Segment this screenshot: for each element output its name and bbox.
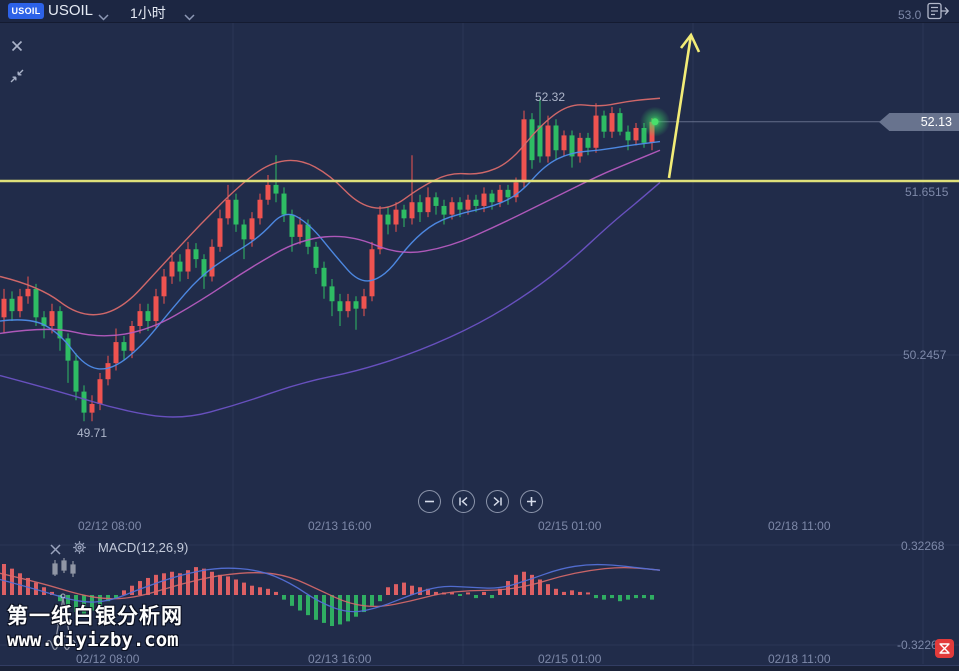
timeframe-chevron-down-icon[interactable]: [184, 8, 195, 26]
scroll-to-start-button[interactable]: [452, 490, 475, 513]
bottom-time-tick-3: 02/15 01:00: [538, 652, 602, 666]
macd-indicator-title[interactable]: MACD(12,26,9): [98, 540, 189, 555]
time-tick-3: 02/15 01:00: [538, 519, 602, 533]
bottom-time-tick-2: 02/13 16:00: [308, 652, 372, 666]
macd-upper-tick: 0.32268: [901, 539, 945, 553]
level-price-label: 51.6515: [905, 185, 949, 199]
price-tick-mid: 50.2457: [903, 348, 947, 362]
watermark-site-url: www.diyizby.com: [7, 629, 179, 651]
zoom-out-button[interactable]: [418, 490, 441, 513]
high-price-annotation: 52.32: [535, 90, 566, 104]
macd-lower-tick: -0.32268: [897, 638, 945, 652]
scroll-to-end-button[interactable]: [486, 490, 509, 513]
price-tick-top: 53.0: [898, 8, 922, 22]
macd-settings-gear-icon[interactable]: [72, 540, 87, 560]
bottom-time-tick-1: 02/12 08:00: [76, 652, 140, 666]
watermark-tower-icon: [48, 592, 78, 653]
macd-close-icon[interactable]: [50, 542, 61, 560]
watermark-wave-icon: [44, 634, 78, 655]
timeframe-select[interactable]: 1小时: [130, 5, 166, 21]
bottom-time-tick-4: 02/18 11:00: [768, 652, 831, 666]
symbol-logo-badge: USOIL: [8, 3, 44, 19]
zoom-in-button[interactable]: [520, 490, 543, 513]
current-price-marker: [640, 106, 670, 137]
time-tick-1: 02/12 08:00: [78, 519, 142, 533]
current-price-badge: 52.13: [879, 113, 959, 131]
bottom-border-strip: [0, 665, 959, 671]
symbol-chevron-down-icon[interactable]: [98, 8, 109, 26]
close-chart-icon[interactable]: [11, 39, 23, 57]
macd-lines: [0, 563, 661, 613]
candlestick-series: [1, 98, 655, 422]
time-tick-2: 02/13 16:00: [308, 519, 372, 533]
low-price-annotation: 49.71: [77, 426, 108, 440]
panel-settings-icon[interactable]: [927, 2, 953, 26]
trend-arrow: [667, 32, 701, 179]
time-tick-4: 02/18 11:00: [768, 519, 831, 533]
watermark-chart-icon: [50, 556, 80, 587]
collapse-chart-icon[interactable]: [10, 69, 24, 88]
symbol-name[interactable]: USOIL: [48, 2, 94, 19]
watermark-site-name: 第一纸白银分析网: [7, 605, 183, 628]
chart-topbar: USOIL USOIL 1小时: [0, 0, 959, 23]
overlay-lines: [0, 97, 661, 418]
site-logo[interactable]: [935, 639, 954, 658]
gridlines: [0, 14, 959, 664]
